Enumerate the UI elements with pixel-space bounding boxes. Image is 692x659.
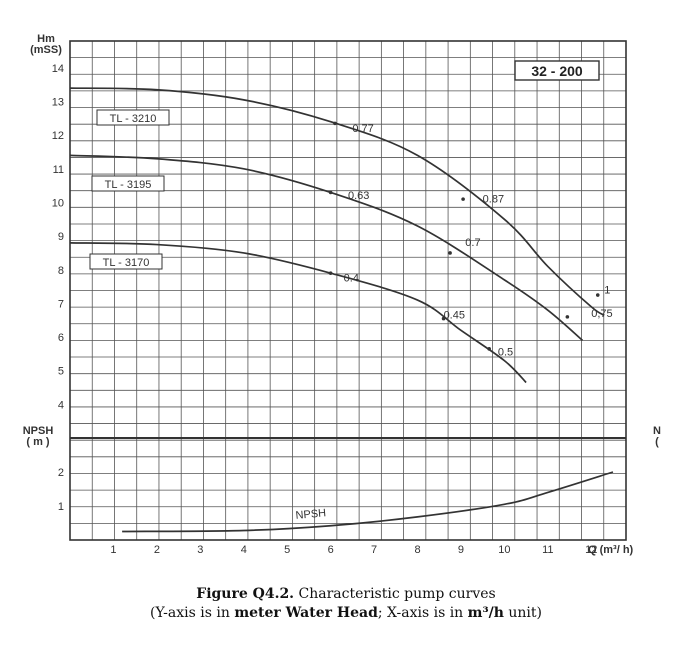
right-edge-label-line1: N	[653, 425, 661, 437]
figure-caption-title: Characteristic pump curves	[294, 586, 496, 602]
curve-label-tl-3195: TL - 3195	[105, 179, 152, 191]
efficiency-marker	[333, 121, 337, 126]
curve-labels: TL - 3210 TL - 3195 TL - 3170 NPSH	[89, 109, 327, 522]
x-tick-label: 1	[110, 544, 116, 556]
npsh-tick-label: 1	[58, 501, 64, 513]
efficiency-marker	[328, 190, 333, 195]
efficiency-marker	[461, 197, 465, 201]
y-tick-label: 10	[52, 197, 64, 209]
x-tick-label: 8	[414, 544, 420, 556]
efficiency-marker	[448, 251, 452, 255]
efficiency-label: 0.5	[498, 347, 513, 359]
caption-text-3: unit)	[503, 605, 542, 621]
npsh-curve-label: NPSH	[295, 507, 327, 522]
curve-label-tl-3170: TL - 3170	[103, 257, 150, 269]
model-label-box	[514, 60, 600, 81]
x-tick-label: 9	[458, 544, 464, 556]
x-tick-label: 2	[154, 544, 160, 556]
y-tick-label: 8	[58, 265, 64, 277]
right-edge-label-line2: (	[655, 436, 659, 448]
y-tick-label: 13	[52, 97, 64, 109]
npsh-tick-label: 2	[58, 467, 64, 479]
plot-border	[69, 40, 627, 541]
efficiency-marker	[487, 347, 491, 351]
x-tick-label: 12	[585, 544, 597, 556]
efficiency-marker	[328, 271, 333, 275]
y-tick-label: 11	[53, 164, 64, 176]
caption-bold-1: meter Water Head	[234, 605, 378, 621]
y-axis-title-line2: (mSS)	[30, 44, 62, 56]
y-tick-label: 14	[52, 63, 64, 75]
y-tick-label: 6	[58, 332, 64, 344]
model-label: 32 - 200	[531, 63, 583, 79]
y-tick-label: 5	[58, 366, 64, 378]
y-tick-label: 7	[58, 298, 64, 310]
npsh-axis-title-line1: NPSH	[23, 425, 54, 437]
caption-text-2: ; X-axis is in	[377, 605, 468, 621]
efficiency-label: 0.45	[444, 310, 465, 322]
curve-label-box-tl-3195	[91, 175, 165, 192]
caption-bold-2: m³/h	[467, 605, 504, 621]
x-tick-label: 4	[241, 544, 247, 556]
y-tick-label: 9	[58, 231, 64, 243]
curve-label-tl-3210: TL - 3210	[110, 113, 157, 125]
curve-tl-3170	[69, 242, 527, 384]
y-tick-label: 4	[58, 399, 64, 411]
y-tick-label: 12	[52, 130, 64, 142]
x-tick-label: 5	[284, 544, 290, 556]
y-axis-title-line1: Hm	[37, 33, 55, 45]
curve-tl-3195	[69, 154, 584, 342]
efficiency-label: 0.63	[348, 190, 369, 202]
curve-label-box-tl-3170	[89, 253, 163, 270]
efficiency-label: 0,75	[591, 308, 612, 320]
x-tick-label: 3	[197, 544, 203, 556]
efficiency-label: 0.77	[352, 123, 373, 135]
efficiency-marker	[565, 315, 570, 319]
efficiency-label: 0.7	[465, 237, 480, 249]
efficiency-marker	[595, 293, 600, 297]
series-layer	[69, 87, 614, 533]
x-tick-label: 11	[542, 544, 553, 556]
x-tick-label: 10	[498, 544, 510, 556]
figure-caption-label: Figure Q4.2.	[196, 586, 295, 602]
efficiency-label: 1	[604, 284, 610, 296]
x-tick-label: 6	[328, 544, 334, 556]
x-axis-title: Q (m³/ h)	[588, 544, 634, 556]
npsh-axis-title-line2: ( m )	[26, 436, 50, 448]
figure-caption-line1: Figure Q4.2. Characteristic pump curves	[0, 586, 692, 602]
caption-text-1: (Y-axis is in	[150, 605, 235, 621]
x-tick-label: 7	[371, 544, 377, 556]
efficiency-marker	[441, 316, 446, 321]
efficiency-label: 0.4	[344, 273, 359, 285]
curve-tl-3210	[69, 87, 605, 316]
efficiency-annotations: 0.77 0.87 1 0.63 0.7 0,75 0.4 0.45 0.5	[328, 121, 613, 359]
grid	[69, 40, 627, 541]
curve-npsh	[122, 471, 614, 533]
plot-frame	[69, 40, 627, 541]
curve-label-box-tl-3210	[96, 109, 170, 126]
figure-caption-line2: (Y-axis is in meter Water Head; X-axis i…	[0, 605, 692, 621]
efficiency-label: 0.87	[483, 193, 504, 205]
